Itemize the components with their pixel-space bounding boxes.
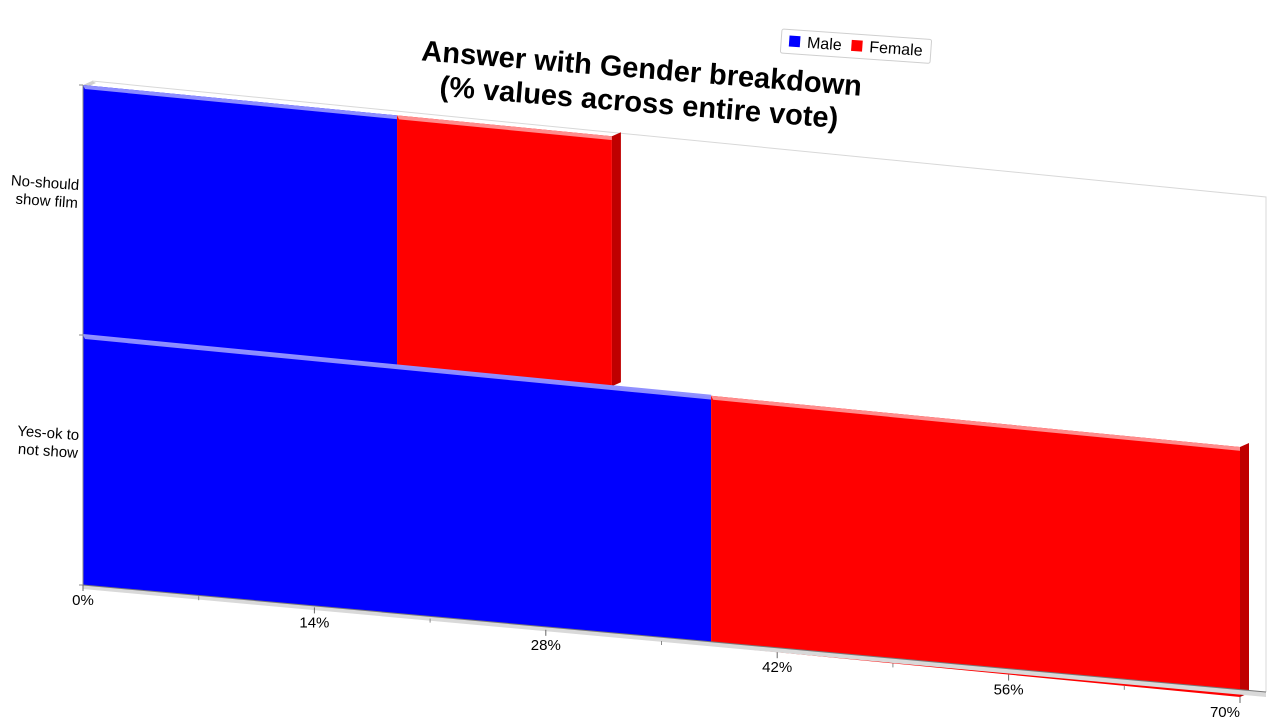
bar-front-face (83, 335, 712, 646)
legend-label-female: Female (869, 39, 924, 60)
plot-floor (83, 585, 1266, 697)
bar-top-face (397, 115, 614, 141)
x-tick-label: 14% (299, 614, 329, 631)
legend-swatch-female (851, 39, 863, 52)
bar-front-face (711, 395, 1240, 697)
legend-swatch-male (788, 35, 801, 48)
x-tick-label: 70% (1210, 704, 1240, 720)
x-tick-label: 28% (531, 637, 561, 654)
x-tick-label: 42% (762, 659, 792, 676)
category-label-line: show film (15, 191, 79, 212)
bar-female-1 (397, 115, 621, 387)
bar-front-face (397, 115, 612, 387)
category-label-line: No-should (10, 172, 79, 194)
bar-female-2 (711, 395, 1249, 697)
bar-front-face (83, 85, 398, 366)
bar-side-face (611, 132, 621, 387)
plot-back-edge (91, 80, 1267, 692)
bar-top-face (83, 85, 400, 120)
bar-top-face (711, 395, 1242, 451)
category-label-line: Yes-ok to (17, 423, 80, 444)
x-tick-label: 56% (994, 682, 1024, 699)
x-axis-line (82, 584, 1267, 693)
category-label-line: not show (17, 441, 78, 462)
legend-box: Male Female (779, 28, 932, 64)
bar-male-1 (83, 85, 400, 366)
legend: Male Female (779, 28, 932, 64)
legend-label-male: Male (806, 35, 842, 54)
band-separator (82, 334, 712, 397)
bar-side-face (1240, 443, 1249, 697)
x-tick-label: 0% (72, 592, 94, 609)
